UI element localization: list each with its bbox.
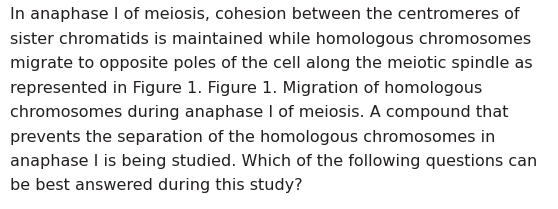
Text: In anaphase I of meiosis, cohesion between the centromeres of: In anaphase I of meiosis, cohesion betwe… xyxy=(10,7,519,22)
Text: migrate to opposite poles of the cell along the meiotic spindle as: migrate to opposite poles of the cell al… xyxy=(10,56,533,71)
Text: be best answered during this study?: be best answered during this study? xyxy=(10,178,302,194)
Text: chromosomes during anaphase I of meiosis. A compound that: chromosomes during anaphase I of meiosis… xyxy=(10,105,508,120)
Text: sister chromatids is maintained while homologous chromosomes: sister chromatids is maintained while ho… xyxy=(10,32,531,47)
Text: represented in Figure 1. Figure 1. Migration of homologous: represented in Figure 1. Figure 1. Migra… xyxy=(10,81,482,96)
Text: anaphase I is being studied. Which of the following questions can: anaphase I is being studied. Which of th… xyxy=(10,154,537,169)
Text: prevents the separation of the homologous chromosomes in: prevents the separation of the homologou… xyxy=(10,130,496,145)
